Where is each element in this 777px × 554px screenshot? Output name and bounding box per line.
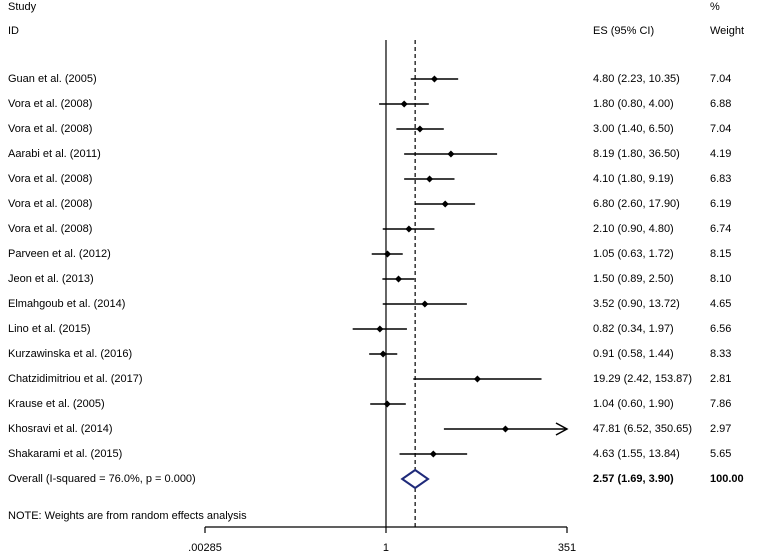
study-ci-text: 1.05 (0.63, 1.72) <box>593 248 674 260</box>
study-weight: 6.83 <box>710 173 732 185</box>
study-weight: 4.65 <box>710 298 732 310</box>
study-id: Guan et al. (2005) <box>8 73 97 85</box>
study-ci-text: 19.29 (2.42, 153.87) <box>593 373 693 385</box>
study-id: Khosravi et al. (2014) <box>8 423 113 435</box>
study-weight: 4.19 <box>710 148 732 160</box>
point-estimate <box>473 375 481 383</box>
point-estimate <box>421 300 429 308</box>
point-estimate <box>376 325 384 333</box>
point-estimate <box>441 200 449 208</box>
point-estimate <box>405 225 413 233</box>
study-weight: 5.65 <box>710 448 732 460</box>
study-weight: 6.56 <box>710 323 732 335</box>
study-id: Shakarami et al. (2015) <box>8 448 123 460</box>
header-weight: Weight <box>710 25 745 37</box>
overall-diamond <box>400 468 430 490</box>
point-estimate <box>383 400 391 408</box>
study-ci-text: 2.10 (0.90, 4.80) <box>593 223 674 235</box>
study-id: Vora et al. (2008) <box>8 173 93 185</box>
overall-ci-text: 2.57 (1.69, 3.90) <box>593 473 674 485</box>
point-estimate <box>384 250 392 258</box>
study-id: Jeon et al. (2013) <box>8 273 94 285</box>
overall-id: Overall (I-squared = 76.0%, p = 0.000) <box>8 473 196 485</box>
ci-arrow <box>555 422 569 436</box>
study-id: Krause et al. (2005) <box>8 398 105 410</box>
study-ci-text: 8.19 (1.80, 36.50) <box>593 148 680 160</box>
study-ci-text: 1.04 (0.60, 1.90) <box>593 398 674 410</box>
study-weight: 2.81 <box>710 373 732 385</box>
header-es: ES (95% CI) <box>593 25 655 37</box>
study-ci-text: 0.91 (0.58, 1.44) <box>593 348 674 360</box>
point-estimate <box>395 275 403 283</box>
study-weight: 6.88 <box>710 98 732 110</box>
study-id: Vora et al. (2008) <box>8 123 93 135</box>
point-estimate <box>447 150 455 158</box>
study-weight: 2.97 <box>710 423 732 435</box>
point-estimate <box>501 425 509 433</box>
point-estimate <box>400 100 408 108</box>
footnote: NOTE: Weights are from random effects an… <box>8 510 247 522</box>
study-id: Vora et al. (2008) <box>8 223 93 235</box>
x-tick-label: 351 <box>557 542 577 554</box>
study-weight: 7.04 <box>710 73 732 85</box>
point-estimate <box>416 125 424 133</box>
study-ci-text: 4.63 (1.55, 13.84) <box>593 448 680 460</box>
study-ci-text: 47.81 (6.52, 350.65) <box>593 423 693 435</box>
point-estimate <box>430 75 438 83</box>
point-estimate <box>426 175 434 183</box>
study-ci-text: 3.52 (0.90, 13.72) <box>593 298 680 310</box>
study-ci-text: 6.80 (2.60, 17.90) <box>593 198 680 210</box>
study-id: Kurzawinska et al. (2016) <box>8 348 133 360</box>
study-ci-text: 3.00 (1.40, 6.50) <box>593 123 674 135</box>
point-estimate <box>429 450 437 458</box>
study-ci-text: 4.10 (1.80, 9.19) <box>593 173 674 185</box>
study-weight: 8.10 <box>710 273 732 285</box>
x-tick-label: 1 <box>382 542 390 554</box>
study-weight: 6.74 <box>710 223 732 235</box>
study-id: Elmahgoub et al. (2014) <box>8 298 126 310</box>
study-weight: 6.19 <box>710 198 732 210</box>
header-id: ID <box>8 25 19 37</box>
study-id: Vora et al. (2008) <box>8 198 93 210</box>
study-ci-text: 4.80 (2.23, 10.35) <box>593 73 680 85</box>
study-id: Vora et al. (2008) <box>8 98 93 110</box>
study-ci-text: 1.50 (0.89, 2.50) <box>593 273 674 285</box>
point-estimate <box>379 350 387 358</box>
overall-weight: 100.00 <box>710 473 744 485</box>
study-weight: 8.33 <box>710 348 732 360</box>
study-weight: 7.04 <box>710 123 732 135</box>
x-tick-label: .00285 <box>188 542 222 554</box>
study-ci-text: 0.82 (0.34, 1.97) <box>593 323 674 335</box>
header-study: Study <box>8 1 37 13</box>
study-weight: 8.15 <box>710 248 732 260</box>
study-id: Chatzidimitriou et al. (2017) <box>8 373 143 385</box>
study-id: Parveen et al. (2012) <box>8 248 111 260</box>
study-weight: 7.86 <box>710 398 732 410</box>
study-id: Lino et al. (2015) <box>8 323 91 335</box>
study-id: Aarabi et al. (2011) <box>8 148 101 160</box>
study-ci-text: 1.80 (0.80, 4.00) <box>593 98 674 110</box>
header-pct: % <box>710 1 720 13</box>
